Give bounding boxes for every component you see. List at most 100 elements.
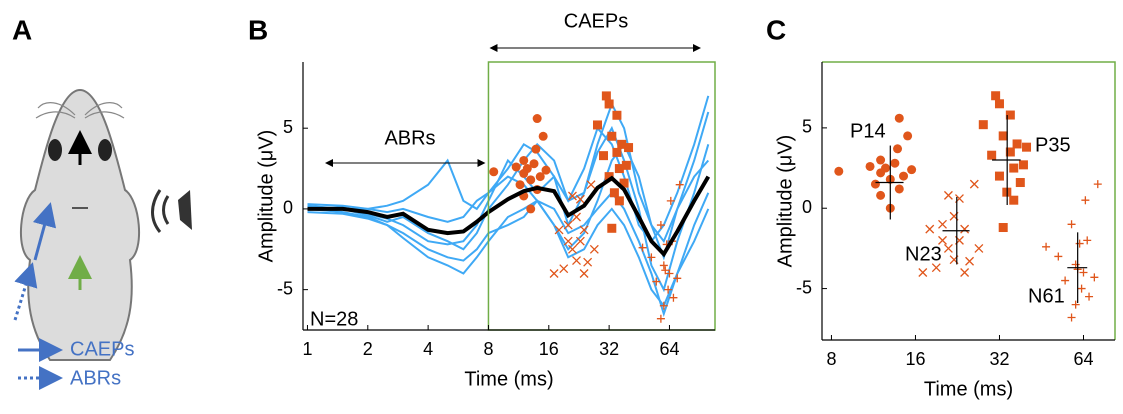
x-tick-label: 8 [483,339,493,359]
point [1067,313,1076,322]
point [526,204,536,214]
point [659,261,668,270]
point [960,224,970,234]
point [1075,239,1084,248]
point [1071,300,1080,309]
legend-label: ABRs [70,367,121,389]
point [579,269,589,278]
point [638,243,647,252]
point [519,155,529,165]
plot-frame [822,61,1116,340]
point [938,219,947,229]
group-label: P14 [850,120,886,142]
trace [307,142,710,261]
point [532,114,542,124]
x-axis-label: Time (ms) [924,378,1013,400]
point [987,150,997,160]
point [612,147,622,157]
point [1009,163,1019,173]
point [978,120,988,130]
point [870,179,880,189]
point [612,110,622,120]
point [647,253,656,262]
point [960,268,970,277]
group-label: N23 [905,243,942,265]
point [994,99,1004,109]
point [515,180,525,190]
x-tick-label: 8 [826,349,836,369]
x-tick-label: 16 [905,349,925,369]
point [661,266,670,275]
point [903,131,913,141]
x-tick-label: 64 [1073,349,1093,369]
point [834,166,844,176]
point [619,178,629,188]
point [656,221,665,230]
point [1067,220,1076,229]
point [974,243,984,253]
panel-label: B [248,14,268,45]
point [572,256,581,266]
y-tick-label: 5 [283,117,293,137]
point [575,236,585,246]
point [991,91,1001,101]
y-tick-label: 0 [802,197,812,217]
point [1090,273,1099,282]
point [890,158,900,168]
point [604,99,614,109]
x-tick-label: 32 [599,339,619,359]
point [1022,142,1032,152]
point [614,196,624,206]
point [1054,252,1063,261]
y-tick-label: -5 [796,277,812,297]
trace [307,125,710,293]
annotation: CAEPs [564,10,628,32]
point [969,179,979,189]
group-label: P35 [1035,134,1071,156]
panel-label: C [766,14,786,45]
point [511,162,521,172]
x-axis-label: Time (ms) [464,368,553,390]
point [604,172,614,182]
point [563,220,573,230]
point [876,155,886,165]
point [609,188,619,198]
point [1079,268,1088,277]
point [1012,139,1022,149]
point [1015,178,1025,188]
point [894,184,904,194]
point [541,165,551,175]
point [1005,110,1015,120]
point [894,113,904,123]
y-tick-label: 0 [283,198,293,218]
point [998,131,1008,141]
point [624,143,634,153]
annotation: ABRs [384,127,435,149]
point [907,165,917,175]
point [994,171,1004,181]
point [593,120,603,130]
point [614,164,624,174]
point [1042,242,1051,251]
point [876,168,886,178]
point [586,180,596,190]
point [607,223,617,233]
y-tick-label: -5 [277,278,293,298]
point [575,194,585,204]
trace [307,101,710,244]
point [1077,284,1086,293]
point [666,196,675,205]
group-label: N61 [1028,285,1065,307]
point [563,236,573,246]
point [549,269,559,278]
y-tick-label: 5 [802,117,812,137]
point [659,301,668,310]
point [1018,160,1028,170]
point [529,159,539,169]
point [1081,196,1090,205]
point [865,161,875,171]
x-tick-label: 64 [659,339,679,359]
point [621,160,631,170]
point [617,139,627,149]
